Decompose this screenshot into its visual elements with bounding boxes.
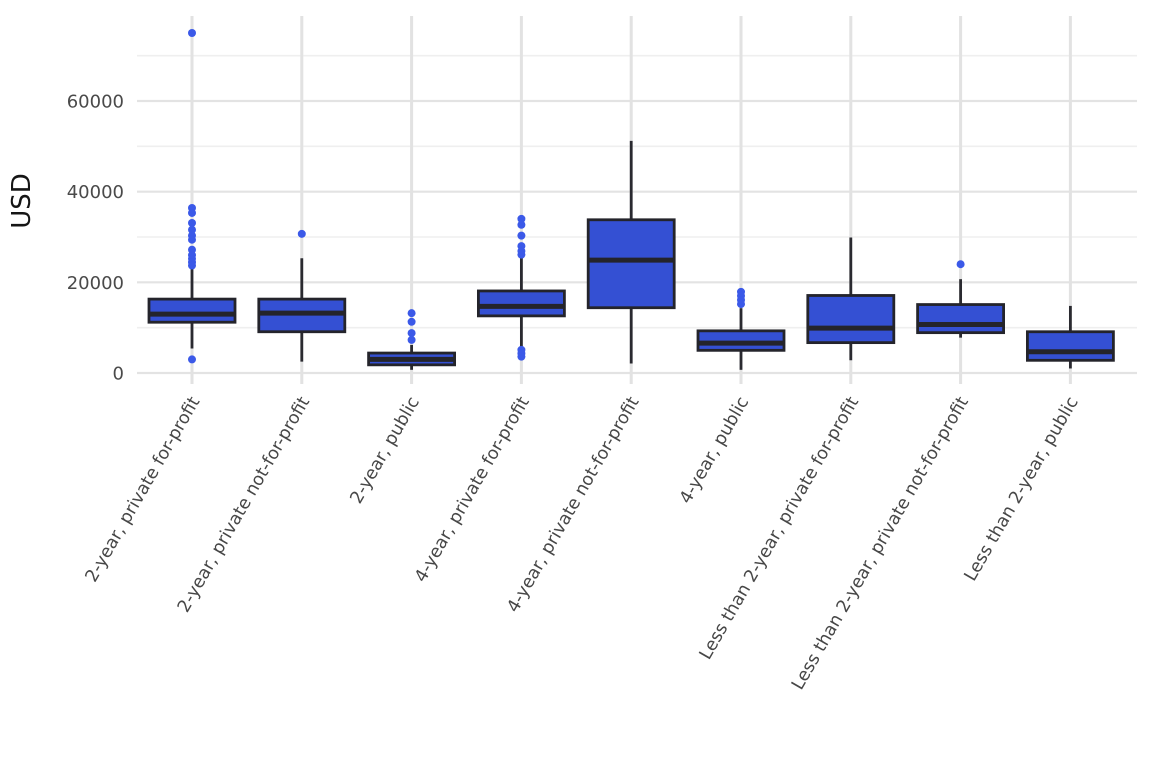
x-category-label: 4-year, public [676,394,753,508]
iqr-box [1026,330,1115,362]
outlier-point [297,229,306,238]
y-tick-label: 20000 [67,273,124,294]
x-category-label: 2-year, public [347,393,424,507]
iqr-box [916,303,1005,335]
boxplot-4-year-public [696,287,786,370]
outlier-point [517,352,526,361]
outlier-point [517,250,526,259]
outlier-point [188,355,196,364]
x-category-label: Less than 2-year, private not-for-profit [788,393,973,693]
outlier-point [188,218,196,227]
iqr-box [586,218,676,310]
x-category-label: Less than 2-year, public [961,394,1083,585]
x-category-label: 4-year, private not-for-profit [503,393,643,616]
outlier-point [407,317,416,326]
boxplot-4-year-private-for-profit [476,214,566,361]
outlier-point [517,220,526,229]
boxplot-4-year-private-not-for-profit [586,140,676,364]
outlier-point [956,260,965,269]
boxplot-2-year-public [367,309,457,370]
outlier-point [188,235,196,244]
y-axis-tick-labels: 0 20000 40000 60000 [67,92,124,385]
outlier-point [517,214,526,223]
y-tick-label: 0 [113,364,124,385]
boxplot-less-than-2-year-private-not-for-profit [916,260,1005,338]
boxplot-less-than-2-year-public [1026,305,1115,369]
outlier-point [188,29,196,37]
y-axis-title: USD [7,173,37,229]
x-category-label: 4-year, private for-profit [411,393,534,585]
outlier-point [407,329,416,338]
boxplot-less-than-2-year-private-for-profit [806,237,896,361]
outlier-point [407,309,416,318]
x-category-label: 2-year, private not-for-profit [174,393,314,616]
iqr-box [476,289,566,318]
outlier-point [188,261,196,270]
iqr-box [806,294,896,345]
x-category-label: 2-year, private for-profit [82,393,205,585]
outlier-point [188,225,196,234]
outlier-point [407,335,416,344]
boxplots [147,29,1115,370]
outlier-point [737,300,745,309]
outlier-point [188,208,196,217]
iqr-box [147,297,237,324]
outlier-point [517,231,526,240]
boxplot-2-year-private-for-profit [147,29,237,364]
boxplot-2-year-private-not-for-profit [257,229,347,362]
y-tick-label: 40000 [67,182,124,203]
y-tick-label: 60000 [67,92,124,113]
